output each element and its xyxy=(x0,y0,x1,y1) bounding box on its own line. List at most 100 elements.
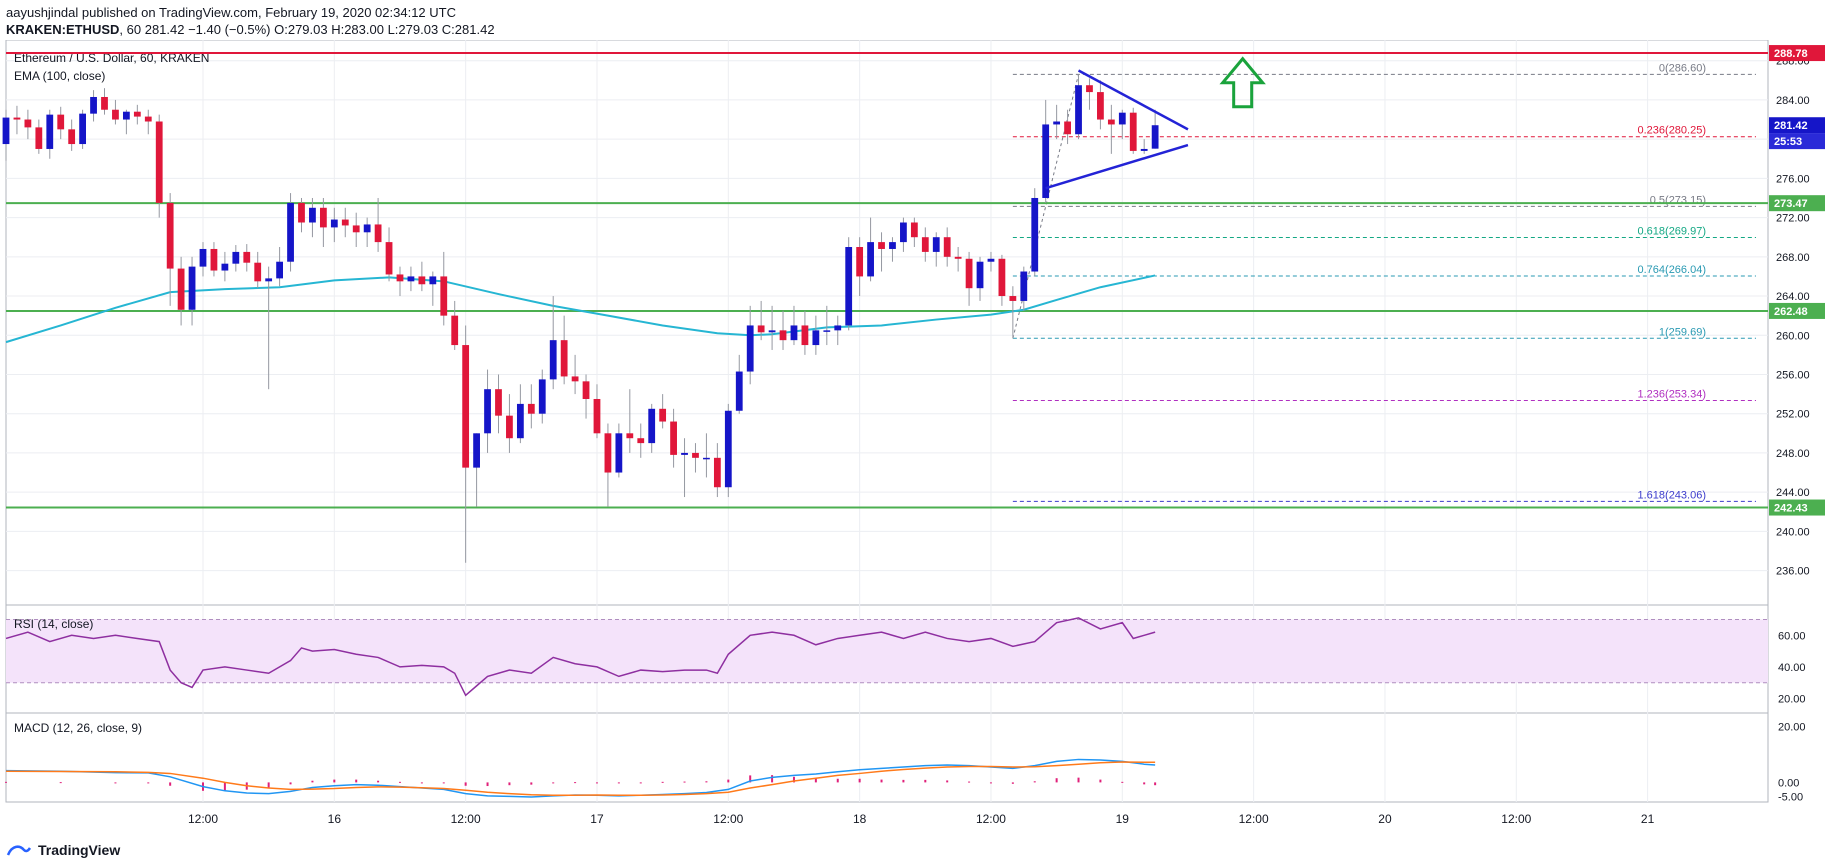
macd-title: MACD (12, 26, close, 9) xyxy=(14,721,142,735)
candle-body xyxy=(57,114,65,130)
candle-body xyxy=(112,109,119,120)
x-tick-label: 12:00 xyxy=(976,812,1006,826)
support-tag-label: 273.47 xyxy=(1774,198,1808,210)
macd-histogram-bar xyxy=(508,782,511,786)
candle-body xyxy=(538,379,546,414)
change-label: 281.42 −1.40 (−0.5%) xyxy=(144,22,271,37)
chart-svg[interactable]: 12:00 16 12:00 17 12:00 18 12:00 19 12:00 20 12:00… xyxy=(0,40,1828,830)
candle-body xyxy=(363,224,371,233)
x-tick-label: 21 xyxy=(1641,812,1655,826)
tradingview-footer: TradingView xyxy=(6,842,120,858)
candle-body xyxy=(659,408,667,422)
macd-histogram-bar xyxy=(377,780,380,783)
macd-histogram-bar xyxy=(924,779,927,783)
support-tag-label: 262.48 xyxy=(1774,306,1808,318)
candle-body xyxy=(232,251,240,264)
candle-body xyxy=(703,457,710,460)
candle-body xyxy=(429,276,437,285)
y-tick-label: 260.00 xyxy=(1776,330,1810,342)
y-tick-label: 240.00 xyxy=(1776,526,1810,538)
candle-body xyxy=(1031,197,1039,272)
macd-histogram-bar xyxy=(792,776,795,783)
macd-histogram-bar xyxy=(989,782,992,784)
macd-histogram-bar xyxy=(946,780,949,783)
macd-histogram-bar xyxy=(574,782,577,784)
candle-body xyxy=(615,433,623,473)
candle-body xyxy=(396,274,404,282)
candle-body xyxy=(724,410,732,488)
macd-histogram-bar xyxy=(1033,781,1036,783)
macd-histogram-bar xyxy=(289,782,292,785)
price-tag-label: 25:53 xyxy=(1774,136,1802,148)
candle-body xyxy=(1064,121,1071,135)
y-tick-label: 236.00 xyxy=(1776,566,1810,578)
candle-body xyxy=(13,117,21,120)
trendline-lower xyxy=(1045,143,1189,190)
candle-body xyxy=(1020,271,1028,301)
candle-body xyxy=(1009,296,1017,301)
resistance-tag-0 xyxy=(1769,45,1825,62)
x-tick-label: 18 xyxy=(853,812,867,826)
candle-body xyxy=(90,96,97,114)
candle-body xyxy=(276,261,283,279)
macd-histogram-bar xyxy=(617,782,620,784)
candle-body xyxy=(735,371,743,411)
macd-histogram-bar xyxy=(749,775,752,783)
candle-body xyxy=(144,116,152,122)
candle-body xyxy=(418,276,426,285)
macd-histogram-bar xyxy=(442,782,445,784)
candle-body xyxy=(2,117,10,145)
chart-header: aayushjindal published on TradingView.co… xyxy=(6,4,495,38)
candle-body xyxy=(385,242,393,275)
symbol-label: KRAKEN:ETHUSD xyxy=(6,22,120,37)
macd-histogram-bar xyxy=(836,778,839,783)
macd-histogram-bar xyxy=(311,780,314,783)
interval-label: 60 xyxy=(126,22,142,37)
macd-histogram-bar xyxy=(1011,782,1014,784)
macd-histogram-bar xyxy=(595,782,598,784)
candle-body xyxy=(473,433,480,468)
macd-histogram-bar xyxy=(814,778,817,783)
candle-body xyxy=(560,340,568,377)
fib-label-0.618: 0.618(269.97) xyxy=(1638,225,1707,237)
candle-body xyxy=(133,111,141,117)
candle-body xyxy=(309,207,316,223)
macd-histogram-bar xyxy=(705,781,708,783)
support-tag-3 xyxy=(1769,499,1825,516)
macd-series-macd xyxy=(5,758,1156,798)
candle-body xyxy=(845,247,853,326)
candle-body xyxy=(878,242,885,249)
x-tick-label: 17 xyxy=(590,812,604,826)
candle-body xyxy=(1075,85,1082,135)
candle-body xyxy=(287,202,294,262)
main-title: Ethereum / U.S. Dollar, 60, KRAKEN xyxy=(14,51,209,65)
y-tick-label: 268.00 xyxy=(1776,252,1810,264)
macd-histogram-bar xyxy=(267,782,270,788)
candle-body xyxy=(867,242,874,277)
x-tick-label: 12:00 xyxy=(1501,812,1531,826)
candle-body xyxy=(965,258,973,289)
candle-body xyxy=(779,330,787,341)
candle-body xyxy=(79,113,87,145)
x-tick-label: 12:00 xyxy=(188,812,218,826)
candle-body xyxy=(943,237,951,257)
y-tick-label: 276.00 xyxy=(1776,173,1810,185)
candle-body xyxy=(889,242,896,249)
macd-histogram-bar xyxy=(59,782,62,784)
macd-histogram-bar xyxy=(968,781,971,783)
candle-body xyxy=(549,340,557,380)
candle-body xyxy=(516,403,524,439)
candle-body xyxy=(1118,112,1126,125)
candle-body xyxy=(101,96,108,110)
macd-histogram-bar xyxy=(661,781,664,783)
candle-body xyxy=(648,408,656,444)
macd-histogram-bar xyxy=(552,782,555,784)
fib-label-1.236: 1.236(253.34) xyxy=(1638,389,1707,401)
candle-body xyxy=(834,325,842,331)
candle-body xyxy=(352,225,360,233)
candle-body xyxy=(746,325,754,372)
rsi-title: RSI (14, close) xyxy=(14,617,93,631)
publish-line: aayushjindal published on TradingView.co… xyxy=(6,5,456,20)
candle-body xyxy=(637,438,645,444)
candle-body xyxy=(1140,148,1148,151)
